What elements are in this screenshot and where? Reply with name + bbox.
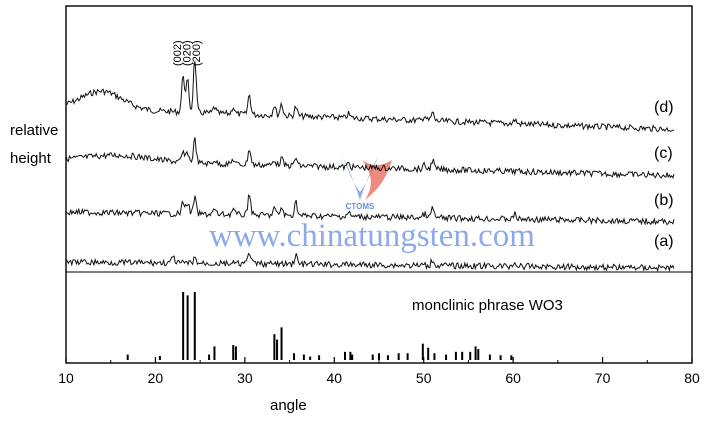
series-line [65,194,675,226]
x-tick-label: 30 [237,370,253,386]
y-axis-label-line2: height [10,150,51,167]
x-tick-label: 40 [326,370,342,386]
series-line [65,137,675,180]
series-line [66,61,675,133]
watermark-logo-text: CTOMS [346,202,375,211]
series-label: (d) [654,99,674,116]
x-tick-label: 60 [505,370,521,386]
series-label: (c) [654,145,673,162]
peak-label: (200) [191,40,203,66]
watermark-url: www.chinatungsten.com [209,218,535,254]
series-line [65,252,675,273]
series-label: (b) [654,192,674,209]
peak-label: (002) [172,40,184,66]
x-tick-label: 20 [148,370,164,386]
x-tick-label: 70 [595,370,611,386]
reference-label: monclinic phrase WO3 [410,297,565,314]
x-tick-label: 10 [58,370,74,386]
watermark-logo-right [362,160,392,200]
y-axis-label-line1: relative [10,122,59,139]
x-axis-label: angle [270,397,307,414]
peak-label: (020) [182,40,194,66]
series-label: (a) [654,233,674,250]
x-tick-label: 50 [416,370,432,386]
x-tick-label: 80 [684,370,700,386]
watermark-logo-left [343,157,378,200]
